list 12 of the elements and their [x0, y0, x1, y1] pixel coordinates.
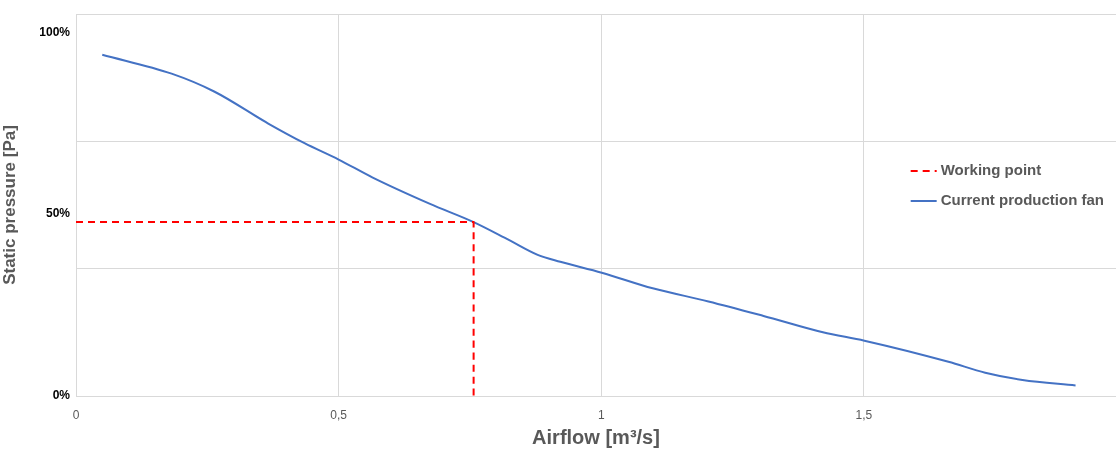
x-tick-label: 1	[597, 407, 605, 422]
x-tick-label: 0,5	[330, 407, 348, 422]
x-tick-label: 1,5	[855, 407, 873, 422]
y-tick-label: 100%	[39, 24, 71, 39]
y-tick-label: 0%	[52, 388, 71, 403]
legend-label: Current production fan	[940, 191, 1105, 209]
line-series	[101, 53, 1077, 387]
x-axis-title: Airflow [m³/s]	[532, 425, 660, 448]
x-tick-label: 0	[72, 407, 80, 422]
y-tick-label: 50%	[45, 206, 71, 221]
legend-label: Working point	[940, 161, 1042, 179]
y-axis-title: Static pressure [Pa]	[0, 125, 19, 285]
